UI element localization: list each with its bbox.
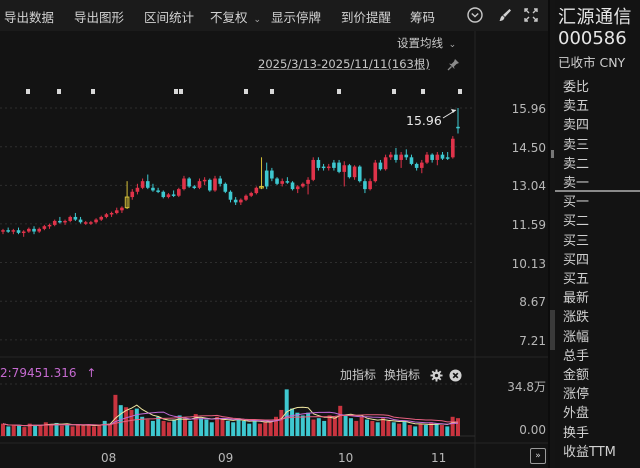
stock-name: 汇源通信 — [558, 7, 632, 28]
quote-field-label: 买三 — [563, 233, 590, 249]
volume-ma-lines — [2, 404, 459, 427]
export-data-button[interactable]: 导出数据 — [4, 10, 55, 25]
price-alert-button[interactable]: 到价提醒 — [341, 10, 392, 25]
price-tick: 14.50 — [511, 141, 546, 155]
quote-field-label: 卖五 — [563, 99, 590, 115]
ma-settings-label: 设置均线 — [397, 36, 443, 50]
quote-field-label: 涨停 — [563, 387, 590, 403]
volume-axis-bottom: 0.00 — [519, 423, 546, 437]
volume-value: 2:79451.316 — [0, 366, 77, 380]
kline-chart[interactable]: 设置均线 ⌄ 2025/3/13-2025/11/11(163根) 15.96 … — [0, 31, 550, 468]
event-markers — [26, 89, 462, 94]
chevron-down-icon: ⌄ — [253, 15, 262, 25]
max-price-label: 15.96 — [406, 113, 442, 128]
collapse-circle-icon[interactable] — [466, 6, 484, 24]
bid-ask-divider — [555, 190, 640, 192]
quote-field-label: 总手 — [563, 348, 590, 364]
quote-field-label: 买五 — [563, 272, 590, 287]
chart-toolbar: 导出数据 导出图形 区间统计 不复权 ⌄ 显示停牌 到价提醒 筹码 — [0, 0, 550, 32]
quote-field-label: 收益TTM — [563, 444, 616, 460]
max-price-annotation: 15.96 — [406, 109, 457, 128]
expand-panel-button[interactable]: » — [530, 448, 546, 464]
volume-axis-top: 34.8万 — [507, 380, 546, 394]
price-tick: 8.67 — [519, 295, 546, 309]
price-gridlines — [0, 31, 550, 468]
volume-indicator-title: 2:79451.316 ↑ — [0, 366, 96, 380]
chip-distribution-button[interactable]: 筹码 — [410, 10, 436, 25]
adjustment-dropdown[interactable]: 不复权 ⌄ — [210, 7, 261, 26]
x-tick-09: 09 — [218, 451, 234, 465]
quote-field-label: 换手 — [563, 425, 590, 441]
chevron-down-icon: ⌄ — [448, 40, 457, 50]
switch-indicator-button[interactable]: 换指标 — [384, 368, 421, 382]
market-status: 已收市 CNY — [558, 55, 626, 70]
candlestick-plot: 15.96 — [0, 31, 550, 468]
quote-field-label: 买一 — [563, 195, 590, 211]
quote-field-label: 金额 — [563, 368, 590, 383]
quote-field-label: 买二 — [563, 214, 590, 230]
price-axis-scrollbar[interactable] — [550, 310, 555, 350]
x-tick-11: 11 — [431, 451, 447, 465]
quote-field-label: 卖一 — [563, 176, 590, 191]
price-tick: 15.96 — [511, 102, 546, 116]
quote-field-label: 卖三 — [563, 137, 590, 153]
export-image-button[interactable]: 导出图形 — [74, 10, 125, 25]
quote-field-label: 买四 — [563, 252, 590, 268]
quote-panel: 汇源通信 000586 已收市 CNY 委比卖五卖四卖三卖二卖一买一买二买三买四… — [555, 0, 640, 468]
quote-field-label: 涨幅 — [563, 329, 590, 345]
quote-field-label: 外盘 — [563, 406, 590, 422]
price-tick: 13.04 — [511, 179, 546, 193]
stock-code: 000586 — [558, 28, 627, 49]
panel-divider — [548, 0, 550, 468]
close-indicator-icon[interactable] — [449, 367, 462, 386]
x-tick-08: 08 — [101, 451, 117, 465]
price-tick: 10.13 — [511, 257, 546, 271]
gear-icon[interactable] — [430, 367, 443, 386]
fullscreen-icon[interactable] — [522, 6, 540, 24]
resize-handle[interactable] — [551, 150, 554, 158]
brush-icon[interactable] — [496, 6, 514, 24]
price-tick: 11.59 — [511, 218, 546, 232]
date-range-label: 2025/3/13-2025/11/11(163根) — [258, 57, 430, 71]
x-tick-10: 10 — [338, 451, 354, 465]
candles — [1, 108, 460, 237]
show-suspension-button[interactable]: 显示停牌 — [271, 10, 322, 25]
quote-field-label: 卖四 — [563, 118, 590, 134]
quote-field-label: 卖二 — [563, 156, 590, 172]
pin-icon[interactable] — [447, 56, 460, 75]
arrow-up-icon: ↑ — [86, 366, 97, 380]
quote-field-label: 最新 — [563, 291, 590, 307]
add-indicator-button[interactable]: 加指标 — [340, 368, 377, 382]
price-tick: 7.21 — [519, 334, 546, 348]
ma-settings-dropdown[interactable]: 设置均线 ⌄ — [397, 35, 456, 51]
volume-bars — [1, 389, 460, 436]
adjustment-dropdown-label: 不复权 — [210, 10, 248, 25]
quote-field-label: 委比 — [563, 80, 590, 95]
interval-stats-button[interactable]: 区间统计 — [144, 10, 195, 25]
quote-field-label: 涨跌 — [563, 310, 590, 326]
